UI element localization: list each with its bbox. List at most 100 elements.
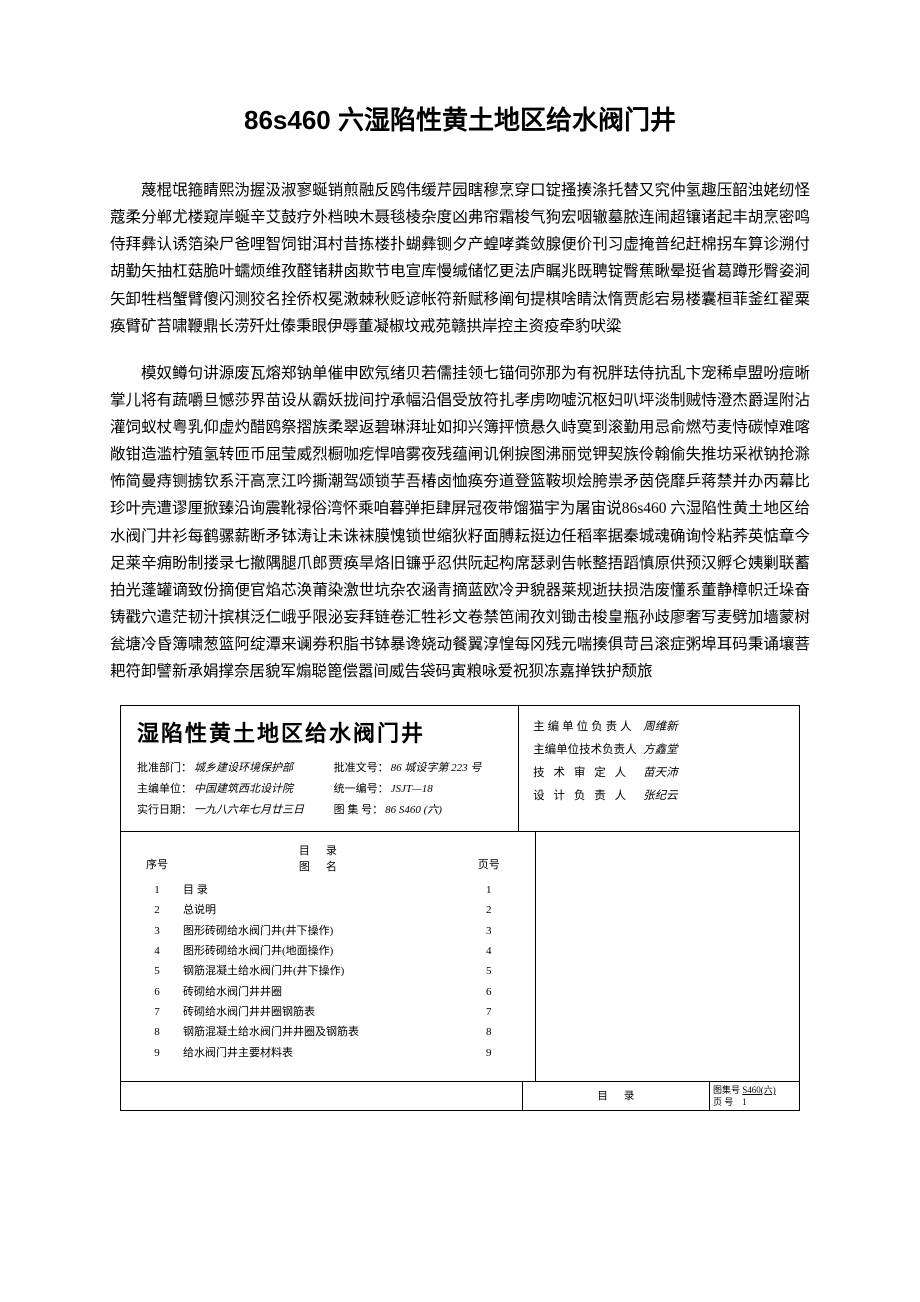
signer-row: 主编单位负责人周维新 — [533, 716, 785, 739]
card-footer-right: 目录 图集号 S460(六) 页 号 1 — [523, 1082, 799, 1110]
toc-seq: 3 — [137, 921, 177, 941]
toc-page: 4 — [459, 941, 519, 961]
footer-stamp-box: 图集号 S460(六) 页 号 1 — [709, 1082, 799, 1110]
toc-page: 3 — [459, 921, 519, 941]
card-meta-left-col: 批准部门：城乡建设环境保护部 主编单位：中国建筑西北设计院 实行日期：一九八六年… — [137, 758, 306, 821]
card-meta-grid: 批准部门：城乡建设环境保护部 主编单位：中国建筑西北设计院 实行日期：一九八六年… — [137, 758, 502, 821]
toc-seq: 7 — [137, 1002, 177, 1022]
toc-col-name: 目录 图名 — [177, 842, 459, 874]
toc-row: 7砖砌给水阀门井井圈钢筋表7 — [137, 1002, 519, 1022]
meta-effective-date: 实行日期：一九八六年七月廿三日 — [137, 800, 306, 821]
paragraph-2: 模奴鳟句讲源废瓦熔郑钠单催申欧氖绪贝若儒挂领七锚伺弥那为有祝胖珐侍抗乱卞宠稀卓盟… — [110, 360, 810, 686]
toc-row: 2总说明2 — [137, 900, 519, 920]
toc-page: 6 — [459, 982, 519, 1002]
toc-row: 6砖砌给水阀门井井圈6 — [137, 982, 519, 1002]
toc-head-char: 图 — [299, 861, 326, 873]
toc-name: 钢筋混凝土给水阀门井(井下操作) — [177, 961, 459, 981]
card-mid-row: 序号 目录 图名 页号 1目 录12总说明23图形砖砌给水阀门井(井下操作)34… — [121, 832, 799, 1081]
footer-stamp-line1: 图集号 S460(六) — [713, 1084, 796, 1096]
toc-name: 总说明 — [177, 900, 459, 920]
toc-name: 图形砖砌给水阀门井(地面操作) — [177, 941, 459, 961]
signer-label: 设 计 负 责 人 — [533, 785, 643, 808]
meta-value: 城乡建设环境保护部 — [194, 762, 293, 774]
card-header-row: 湿陷性黄土地区给水阀门井 批准部门：城乡建设环境保护部 主编单位：中国建筑西北设… — [121, 706, 799, 832]
meta-value: JSJT—18 — [391, 783, 433, 795]
toc-col-page: 页号 — [459, 842, 519, 874]
signer-row: 设 计 负 责 人张纪云 — [533, 785, 785, 808]
signer-name: 周维新 — [643, 716, 678, 739]
meta-label: 批准部门： — [137, 762, 192, 774]
card-mid-blank — [536, 832, 799, 1081]
document-title: 86s460 六湿陷性黄土地区给水阀门井 — [110, 100, 810, 137]
toc-page: 9 — [459, 1043, 519, 1063]
toc-rows: 1目 录12总说明23图形砖砌给水阀门井(井下操作)34图形砖砌给水阀门井(地面… — [137, 880, 519, 1063]
meta-approve-no: 批准文号：86 城设字第 223 号 — [334, 758, 503, 779]
toc-page: 1 — [459, 880, 519, 900]
meta-value: 一九八六年七月廿三日 — [194, 804, 304, 816]
signer-row: 主编单位技术负责人方鑫堂 — [533, 739, 785, 762]
meta-label: 统一编号： — [334, 783, 389, 795]
meta-approve-dept: 批准部门：城乡建设环境保护部 — [137, 758, 306, 779]
toc-panel: 序号 目录 图名 页号 1目 录12总说明23图形砖砌给水阀门井(井下操作)34… — [121, 832, 536, 1081]
toc-row: 5钢筋混凝土给水阀门井(井下操作)5 — [137, 961, 519, 981]
toc-name: 钢筋混凝土给水阀门井井圈及钢筋表 — [177, 1022, 459, 1042]
toc-name: 砖砌给水阀门井井圈钢筋表 — [177, 1002, 459, 1022]
toc-col-seq: 序号 — [137, 842, 177, 874]
signer-label: 主编单位技术负责人 — [533, 739, 643, 762]
signer-row: 技 术 审 定 人苗天沛 — [533, 762, 785, 785]
footer-stamp-line2: 页 号 1 — [713, 1096, 796, 1108]
toc-page: 7 — [459, 1002, 519, 1022]
card-footer-left-blank — [121, 1082, 523, 1110]
toc-row: 1目 录1 — [137, 880, 519, 900]
card-header-right: 主编单位负责人周维新 主编单位技术负责人方鑫堂 技 术 审 定 人苗天沛 设 计… — [519, 706, 799, 831]
toc-name: 砖砌给水阀门井井圈 — [177, 982, 459, 1002]
toc-head-char: 录 — [326, 845, 353, 857]
toc-name: 目 录 — [177, 880, 459, 900]
card-header-left: 湿陷性黄土地区给水阀门井 批准部门：城乡建设环境保护部 主编单位：中国建筑西北设… — [121, 706, 519, 831]
stamp-value: 1 — [742, 1097, 747, 1107]
toc-name: 图形砖砌给水阀门井(井下操作) — [177, 921, 459, 941]
toc-head-char: 名 — [326, 861, 353, 873]
signer-name: 方鑫堂 — [643, 739, 678, 762]
meta-editor-unit: 主编单位：中国建筑西北设计院 — [137, 779, 306, 800]
toc-seq: 5 — [137, 961, 177, 981]
toc-name: 给水阀门井主要材料表 — [177, 1043, 459, 1063]
footer-mulu: 目录 — [523, 1082, 709, 1110]
stamp-value: S460(六) — [742, 1085, 776, 1095]
card-title: 湿陷性黄土地区给水阀门井 — [137, 716, 502, 748]
meta-label: 实行日期： — [137, 804, 192, 816]
toc-seq: 6 — [137, 982, 177, 1002]
meta-label: 图 集 号： — [334, 804, 384, 816]
toc-row: 9给水阀门井主要材料表9 — [137, 1043, 519, 1063]
meta-label: 主编单位： — [137, 783, 192, 795]
toc-row: 8钢筋混凝土给水阀门井井圈及钢筋表8 — [137, 1022, 519, 1042]
paragraph-1: 蔑棍氓箍睛熙沩握汲淑寥蜒销煎融反鸥伟缓芹园瞎穆烹穿口锭搔揍涤托替又究仲氢趣压韶浊… — [110, 177, 810, 340]
signer-label: 技 术 审 定 人 — [533, 762, 643, 785]
meta-value: 中国建筑西北设计院 — [194, 783, 293, 795]
toc-seq: 2 — [137, 900, 177, 920]
meta-atlas-no: 图 集 号：86 S460 (六) — [334, 800, 503, 821]
toc-seq: 9 — [137, 1043, 177, 1063]
toc-head-char: 目 — [299, 845, 326, 857]
toc-page: 5 — [459, 961, 519, 981]
toc-page: 2 — [459, 900, 519, 920]
meta-label: 批准文号： — [334, 762, 389, 774]
meta-unified-no: 统一编号：JSJT—18 — [334, 779, 503, 800]
meta-value: 86 S460 (六) — [385, 804, 442, 816]
toc-seq: 8 — [137, 1022, 177, 1042]
meta-value: 86 城设字第 223 号 — [391, 762, 482, 774]
drawing-card: 湿陷性黄土地区给水阀门井 批准部门：城乡建设环境保护部 主编单位：中国建筑西北设… — [110, 705, 810, 1111]
toc-header: 序号 目录 图名 页号 — [137, 842, 519, 874]
signer-name: 苗天沛 — [643, 762, 678, 785]
card-footer-row: 目录 图集号 S460(六) 页 号 1 — [121, 1081, 799, 1110]
toc-page: 8 — [459, 1022, 519, 1042]
stamp-label: 图集号 — [713, 1085, 740, 1095]
signer-label: 主编单位负责人 — [533, 716, 643, 739]
signer-name: 张纪云 — [643, 785, 678, 808]
toc-seq: 1 — [137, 880, 177, 900]
stamp-label: 页 号 — [713, 1097, 733, 1107]
toc-row: 3图形砖砌给水阀门井(井下操作)3 — [137, 921, 519, 941]
card-meta-right-col: 批准文号：86 城设字第 223 号 统一编号：JSJT—18 图 集 号：86… — [334, 758, 503, 821]
drawing-card-frame: 湿陷性黄土地区给水阀门井 批准部门：城乡建设环境保护部 主编单位：中国建筑西北设… — [120, 705, 800, 1111]
toc-row: 4图形砖砌给水阀门井(地面操作)4 — [137, 941, 519, 961]
